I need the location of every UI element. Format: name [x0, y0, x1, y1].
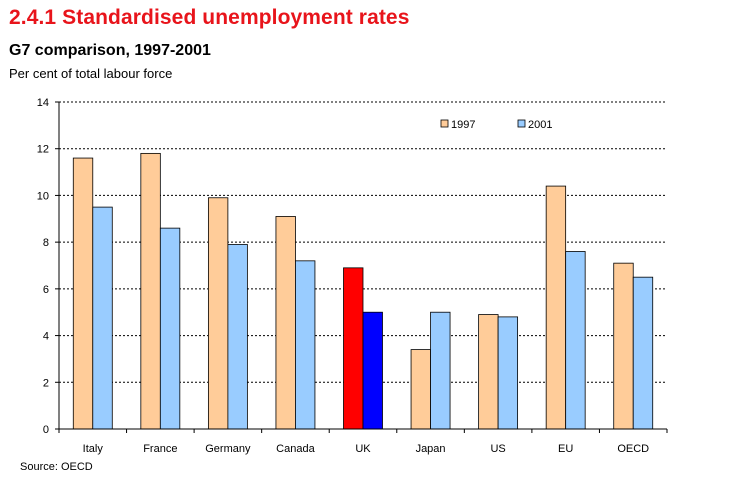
x-tick-label: OECD — [617, 443, 649, 455]
bar-1997-france — [140, 152, 161, 430]
bar-2001-eu — [565, 251, 586, 430]
x-tick-label: Germany — [205, 443, 251, 455]
y-tick-label: 4 — [43, 331, 49, 343]
bar-1997-oecd — [613, 262, 634, 430]
y-tick-label: 0 — [43, 424, 49, 436]
bar-2001-uk — [362, 311, 383, 430]
bar-2001-germany — [227, 244, 248, 430]
legend-swatch-2001 — [517, 119, 526, 128]
bar-2001-japan — [430, 311, 451, 430]
axes: 0 2 4 6 8 10 12 14 Italy France Germany Canada UK Jap… — [37, 97, 668, 455]
x-tick-label: UK — [355, 443, 371, 455]
y-tick-label: 14 — [37, 97, 49, 109]
chart-subtitle: G7 comparison, 1997-2001 — [9, 42, 211, 59]
y-axis-units-label: Per cent of total labour force — [9, 66, 173, 81]
bar-2001-oecd — [632, 276, 654, 430]
y-tick-label: 8 — [43, 237, 49, 249]
x-tick-label: Italy — [83, 443, 104, 455]
legend-swatch-1997 — [440, 119, 449, 128]
bar-2001-france — [159, 227, 181, 430]
bar-1997-italy — [72, 157, 94, 430]
bar-2001-italy — [92, 206, 113, 430]
bar-1997-japan — [410, 349, 431, 430]
bar-2001-canada — [295, 260, 316, 430]
y-tick-label: 10 — [37, 190, 49, 202]
x-tick-label: Canada — [276, 443, 315, 455]
y-tick-label: 6 — [43, 284, 49, 296]
bar-1997-eu — [545, 185, 567, 430]
x-tick-label: EU — [558, 443, 573, 455]
y-tick-label: 12 — [37, 144, 49, 156]
legend-label-1997: 1997 — [451, 119, 475, 131]
bar-2001-us — [497, 316, 519, 430]
y-tick-label: 2 — [43, 377, 49, 389]
chart-title: 2.4.1 Standardised unemployment rates — [9, 6, 410, 29]
legend-label-2001: 2001 — [528, 119, 552, 131]
source-note: Source: OECD — [20, 461, 93, 473]
bar-1997-germany — [207, 197, 229, 430]
x-tick-label: US — [490, 443, 505, 455]
bar-1997-canada — [275, 216, 296, 430]
legend: 1997 2001 — [440, 119, 552, 131]
x-tick-label: France — [143, 443, 177, 455]
bar-1997-uk — [343, 267, 364, 430]
bars — [72, 152, 654, 430]
bar-1997-us — [478, 314, 499, 430]
x-tick-label: Japan — [416, 443, 446, 455]
